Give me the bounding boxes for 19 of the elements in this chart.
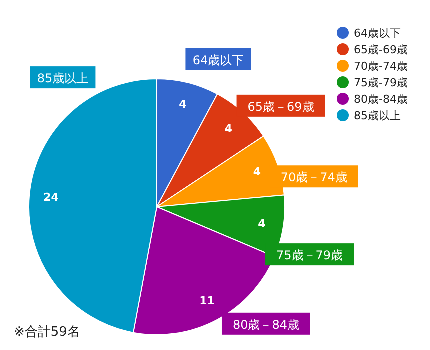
legend-label: 75歳-79歳 [354, 76, 408, 90]
legend-label: 85歳以上 [354, 110, 401, 122]
text: 70歳－74歳 [280, 170, 348, 185]
data-label: 4 [253, 166, 262, 179]
data-label: 11 [200, 294, 215, 308]
data-label: 4 [224, 122, 233, 136]
text: 80歳－84歳 [232, 318, 300, 332]
data-label: 4 [258, 217, 266, 230]
legend-label: 80歳-84歳 [354, 93, 408, 106]
text: ※合計59名 [14, 325, 80, 340]
text: 64歳以下 [192, 53, 244, 68]
text: 65歳－69歳 [248, 100, 314, 114]
legend-label: 64歳以下 [354, 27, 401, 40]
legend-label: 70歳-74歳 [354, 60, 408, 73]
text: 85歳以上 [37, 72, 89, 86]
text: 75歳－79歳 [276, 248, 344, 263]
data-label: 4 [179, 98, 188, 111]
legend-label: 65歳-69歳 [354, 44, 408, 56]
data-label: 24 [44, 191, 60, 204]
